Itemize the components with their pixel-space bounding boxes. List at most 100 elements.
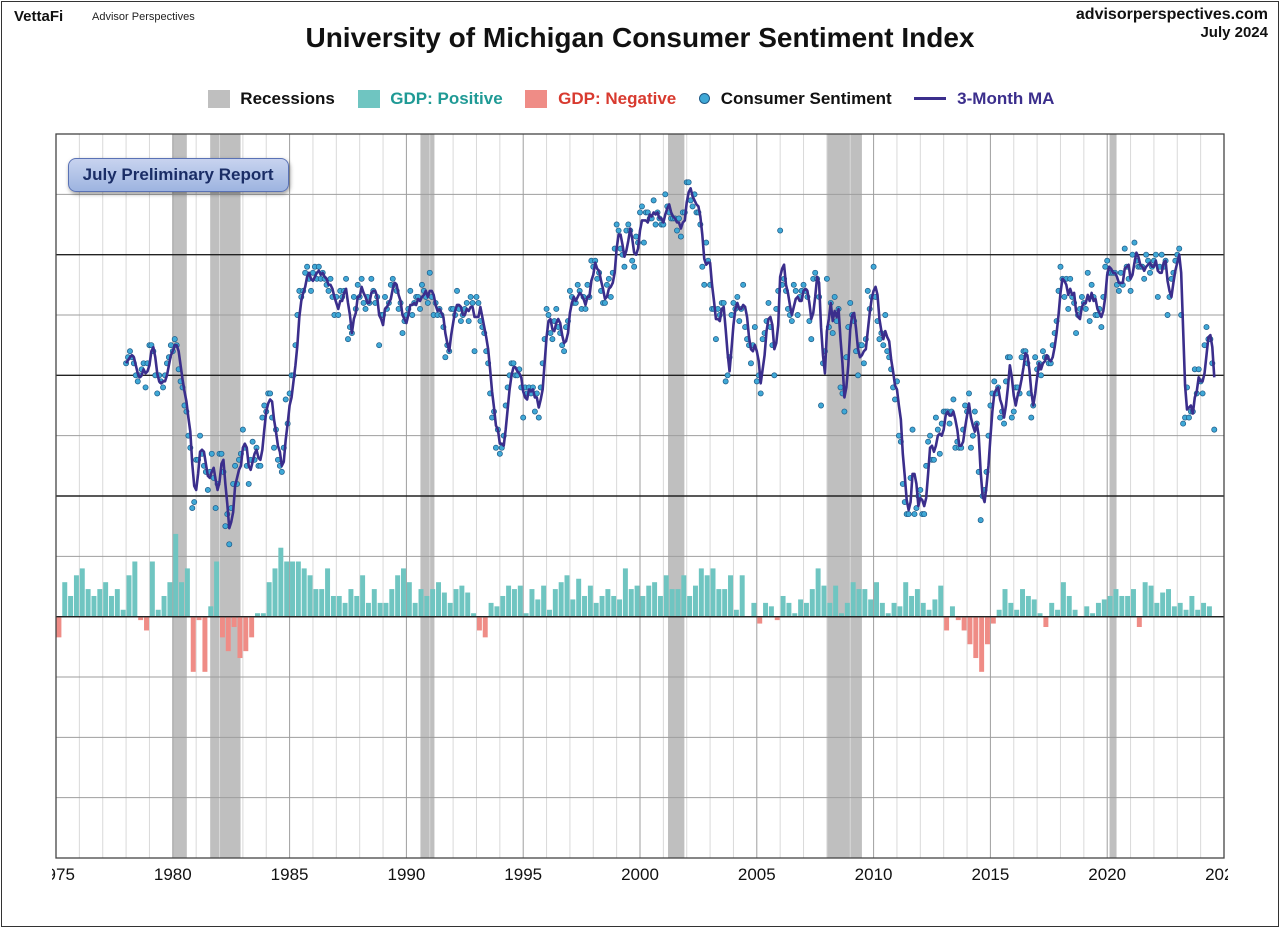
sentiment-dot bbox=[544, 306, 549, 311]
sentiment-dot bbox=[614, 222, 619, 227]
sentiment-dot bbox=[992, 379, 997, 384]
sentiment-dot bbox=[468, 294, 473, 299]
sentiment-dot bbox=[279, 469, 284, 474]
sentiment-dot bbox=[721, 300, 726, 305]
gdp-pos-bar bbox=[529, 589, 534, 617]
sentiment-dot bbox=[417, 306, 422, 311]
legend-sentiment-label: Consumer Sentiment bbox=[721, 89, 892, 108]
sentiment-dot bbox=[567, 288, 572, 293]
gdp-pos-bar bbox=[337, 596, 342, 617]
gdp-pos-bar bbox=[675, 589, 680, 617]
gdp-pos-bar bbox=[845, 603, 850, 617]
gdp-pos-bar bbox=[115, 589, 120, 617]
sentiment-dot bbox=[361, 300, 366, 305]
sentiment-dot bbox=[160, 385, 165, 390]
sentiment-dot bbox=[883, 312, 888, 317]
gdp-pos-bar bbox=[389, 589, 394, 617]
sentiment-dot bbox=[766, 300, 771, 305]
gdp-neg-bar bbox=[944, 617, 949, 631]
x-tick: 1985 bbox=[271, 865, 309, 884]
gdp-pos-bar bbox=[693, 586, 698, 617]
gdp-pos-bar bbox=[442, 593, 447, 617]
sentiment-dot bbox=[630, 258, 635, 263]
sentiment-dot bbox=[1177, 246, 1182, 251]
sentiment-dot bbox=[511, 361, 516, 366]
gdp-pos-bar bbox=[751, 603, 756, 617]
gdp-pos-bar bbox=[512, 589, 517, 617]
sentiment-dot bbox=[686, 180, 691, 185]
sentiment-dot bbox=[626, 222, 631, 227]
sentiment-dot bbox=[639, 204, 644, 209]
gdp-pos-bar bbox=[401, 568, 406, 616]
sentiment-dot bbox=[268, 391, 273, 396]
sentiment-dot bbox=[536, 415, 541, 420]
sentiment-dot bbox=[382, 294, 387, 299]
sentiment-dot bbox=[881, 343, 886, 348]
sentiment-dot bbox=[871, 264, 876, 269]
sentiment-dot bbox=[690, 204, 695, 209]
gdp-pos-bar bbox=[605, 589, 610, 617]
sentiment-dot bbox=[1058, 264, 1063, 269]
sentiment-dot bbox=[1142, 276, 1147, 281]
gdp-pos-bar bbox=[331, 596, 336, 617]
gdp-pos-bar bbox=[162, 596, 167, 617]
gdp-pos-bar bbox=[430, 589, 435, 617]
gdp-pos-bar bbox=[535, 599, 540, 616]
sentiment-dot bbox=[1029, 415, 1034, 420]
sentiment-dot bbox=[308, 288, 313, 293]
gdp-pos-bar bbox=[1125, 596, 1130, 617]
gdp-neg-bar bbox=[191, 617, 196, 672]
gdp-pos-bar bbox=[459, 586, 464, 617]
gdp-pos-bar bbox=[208, 606, 213, 616]
gdp-neg-bar bbox=[757, 617, 762, 624]
gdp-pos-bar bbox=[763, 603, 768, 617]
gdp-pos-bar bbox=[413, 603, 418, 617]
sentiment-dot bbox=[219, 451, 224, 456]
sentiment-dot bbox=[632, 264, 637, 269]
gdp-pos-bar bbox=[857, 589, 862, 617]
sentiment-dot bbox=[583, 306, 588, 311]
gdp-pos-bar bbox=[214, 562, 219, 617]
sentiment-dot bbox=[795, 312, 800, 317]
gdp-pos-bar bbox=[728, 575, 733, 616]
sentiment-dot bbox=[1196, 367, 1201, 372]
sentiment-dot bbox=[842, 409, 847, 414]
gdp-pos-bar bbox=[378, 603, 383, 617]
sentiment-dot bbox=[497, 451, 502, 456]
sentiment-dot bbox=[575, 282, 580, 287]
gdp-pos-bar bbox=[489, 603, 494, 617]
sentiment-dot bbox=[968, 445, 973, 450]
sentiment-dot bbox=[1087, 318, 1092, 323]
x-tick: 2010 bbox=[855, 865, 893, 884]
chart-svg: 1975198019851990199520002005201020152020… bbox=[52, 132, 1228, 886]
gdp-pos-bar bbox=[635, 586, 640, 617]
gdp-pos-bar bbox=[1184, 610, 1189, 617]
gdp-pos-bar bbox=[623, 568, 628, 616]
x-tick: 1980 bbox=[154, 865, 192, 884]
gdp-pos-bar bbox=[74, 575, 79, 616]
sentiment-dot bbox=[789, 318, 794, 323]
gdp-pos-bar bbox=[1061, 582, 1066, 616]
sentiment-dot bbox=[1099, 324, 1104, 329]
gdp-pos-bar bbox=[716, 589, 721, 617]
sentiment-dot bbox=[561, 349, 566, 354]
gdp-pos-bar bbox=[132, 562, 137, 617]
sentiment-dot bbox=[1147, 270, 1152, 275]
gdp-pos-bar bbox=[1096, 603, 1101, 617]
gdp-pos-bar bbox=[1014, 610, 1019, 617]
sentiment-dot bbox=[328, 276, 333, 281]
sentiment-dot bbox=[793, 288, 798, 293]
sentiment-dot bbox=[1001, 421, 1006, 426]
sentiment-dot bbox=[602, 300, 607, 305]
sentiment-dot bbox=[608, 294, 613, 299]
sentiment-dot bbox=[271, 445, 276, 450]
gdp-pos-bar bbox=[699, 568, 704, 616]
gdp-pos-bar bbox=[1143, 582, 1148, 616]
sentiment-dot bbox=[1079, 294, 1084, 299]
sentiment-dot bbox=[832, 294, 837, 299]
gdp-pos-bar bbox=[86, 589, 91, 617]
sentiment-dot bbox=[935, 427, 940, 432]
gdp-pos-bar bbox=[921, 603, 926, 617]
gdp-neg-bar bbox=[220, 617, 225, 638]
gdp-neg-bar bbox=[1043, 617, 1048, 627]
